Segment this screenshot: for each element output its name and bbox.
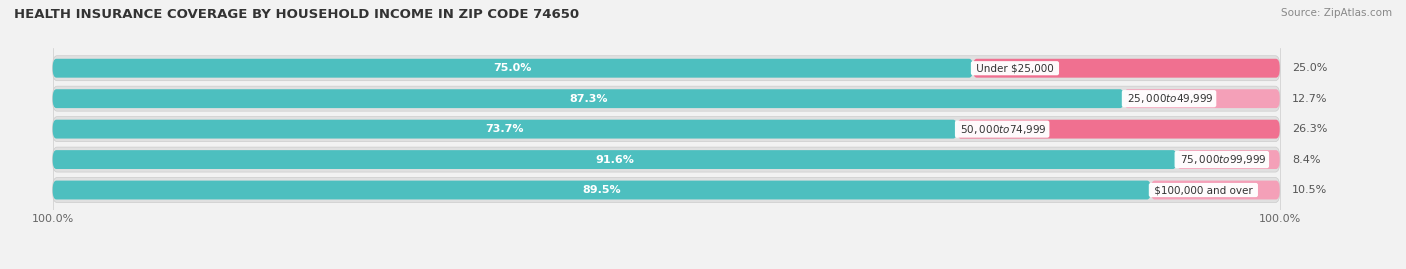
- FancyBboxPatch shape: [52, 56, 1279, 81]
- Text: 87.3%: 87.3%: [569, 94, 607, 104]
- Text: $100,000 and over: $100,000 and over: [1152, 185, 1256, 195]
- FancyBboxPatch shape: [52, 178, 1279, 203]
- FancyBboxPatch shape: [973, 59, 1279, 78]
- Text: $25,000 to $49,999: $25,000 to $49,999: [1123, 92, 1215, 105]
- FancyBboxPatch shape: [1123, 89, 1279, 108]
- FancyBboxPatch shape: [52, 117, 1279, 141]
- Legend: With Coverage, Without Coverage: With Coverage, Without Coverage: [568, 266, 838, 269]
- Text: 10.5%: 10.5%: [1292, 185, 1327, 195]
- Text: 26.3%: 26.3%: [1292, 124, 1327, 134]
- FancyBboxPatch shape: [1177, 150, 1279, 169]
- Text: Source: ZipAtlas.com: Source: ZipAtlas.com: [1281, 8, 1392, 18]
- Text: 91.6%: 91.6%: [595, 155, 634, 165]
- FancyBboxPatch shape: [52, 147, 1279, 172]
- Text: 25.0%: 25.0%: [1292, 63, 1327, 73]
- FancyBboxPatch shape: [52, 120, 957, 139]
- FancyBboxPatch shape: [52, 89, 1123, 108]
- Text: $50,000 to $74,999: $50,000 to $74,999: [957, 123, 1047, 136]
- FancyBboxPatch shape: [52, 180, 1152, 200]
- FancyBboxPatch shape: [52, 150, 1177, 169]
- Text: 8.4%: 8.4%: [1292, 155, 1320, 165]
- Text: 12.7%: 12.7%: [1292, 94, 1327, 104]
- Text: Under $25,000: Under $25,000: [973, 63, 1057, 73]
- Text: $75,000 to $99,999: $75,000 to $99,999: [1177, 153, 1267, 166]
- Text: HEALTH INSURANCE COVERAGE BY HOUSEHOLD INCOME IN ZIP CODE 74650: HEALTH INSURANCE COVERAGE BY HOUSEHOLD I…: [14, 8, 579, 21]
- Text: 75.0%: 75.0%: [494, 63, 531, 73]
- Text: 73.7%: 73.7%: [485, 124, 524, 134]
- FancyBboxPatch shape: [52, 86, 1279, 111]
- FancyBboxPatch shape: [957, 120, 1279, 139]
- Text: 89.5%: 89.5%: [582, 185, 621, 195]
- FancyBboxPatch shape: [52, 59, 973, 78]
- FancyBboxPatch shape: [1152, 180, 1279, 200]
